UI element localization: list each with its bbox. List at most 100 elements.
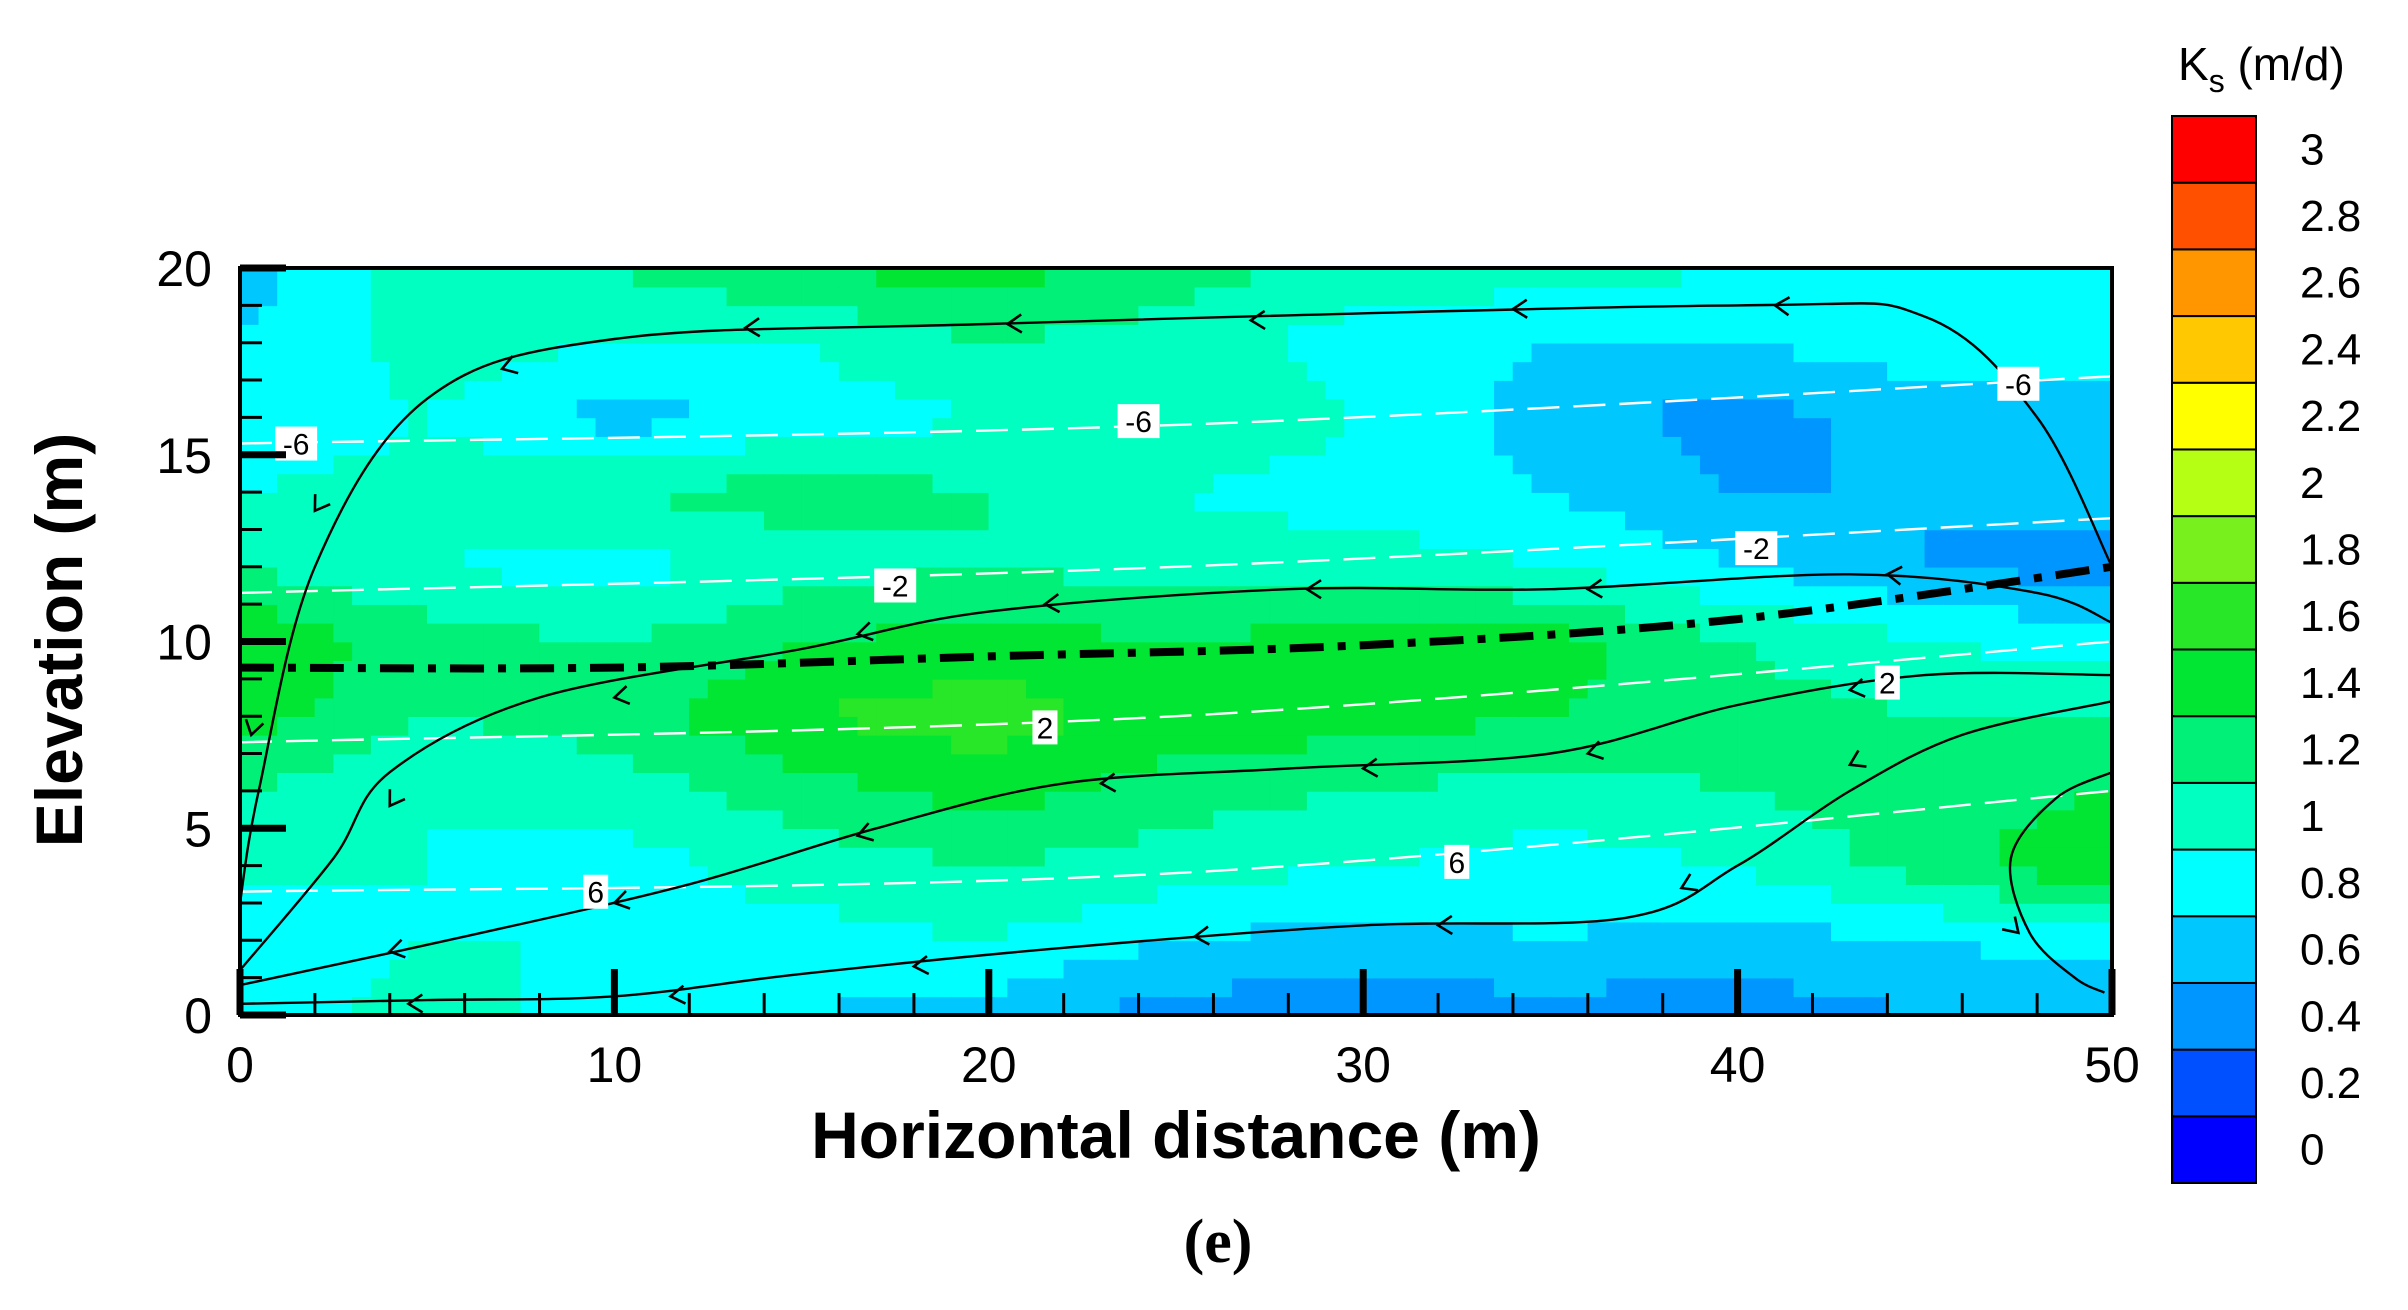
field-cell bbox=[1288, 547, 1308, 568]
field-cell bbox=[1812, 753, 1832, 774]
field-cell bbox=[1456, 379, 1477, 400]
field-cell bbox=[1194, 753, 1215, 774]
field-cell bbox=[707, 361, 728, 381]
field-cell bbox=[1437, 958, 1458, 979]
field-cell bbox=[1100, 268, 1121, 288]
field-cell bbox=[1812, 361, 1832, 381]
field-cell bbox=[501, 865, 522, 886]
field-cell bbox=[1999, 603, 2020, 624]
field-cell bbox=[408, 529, 429, 549]
colorbar-label: 1.2 bbox=[2300, 726, 2361, 775]
field-cell bbox=[670, 958, 691, 979]
field-cell bbox=[1288, 323, 1308, 344]
field-cell bbox=[763, 921, 784, 942]
field-cell bbox=[726, 585, 747, 605]
field-cell bbox=[670, 603, 691, 624]
field-cell bbox=[726, 529, 747, 549]
field-cell bbox=[1007, 547, 1028, 568]
field-cell bbox=[1943, 753, 1964, 774]
field-cell bbox=[576, 510, 597, 531]
field-cell bbox=[370, 547, 391, 568]
field-cell bbox=[745, 435, 765, 456]
field-cell bbox=[2036, 491, 2057, 512]
field-cell bbox=[427, 921, 447, 942]
field-cell bbox=[969, 435, 990, 456]
field-cell bbox=[1100, 734, 1121, 755]
field-cell bbox=[427, 716, 447, 736]
field-cell bbox=[1887, 510, 1907, 531]
field-cell bbox=[1849, 622, 1870, 643]
field-cell bbox=[1774, 716, 1795, 736]
field-cell bbox=[558, 268, 578, 288]
field-cell bbox=[1231, 902, 1252, 923]
field-cell bbox=[1007, 491, 1028, 512]
field-cell bbox=[295, 379, 316, 400]
field-cell bbox=[1138, 996, 1159, 1015]
field-cell bbox=[745, 809, 765, 830]
field-cell bbox=[352, 268, 372, 288]
field-cell bbox=[1100, 585, 1121, 605]
field-cell bbox=[1737, 809, 1758, 830]
field-cell bbox=[1587, 958, 1608, 979]
field-cell bbox=[1231, 958, 1252, 979]
field-cell bbox=[389, 510, 410, 531]
field-cell bbox=[1662, 473, 1683, 493]
field-cell bbox=[2055, 902, 2076, 923]
field-cell bbox=[520, 286, 541, 307]
field-cell bbox=[1943, 305, 1964, 325]
field-cell bbox=[820, 996, 840, 1015]
field-cell bbox=[1400, 361, 1421, 381]
field-cell bbox=[1924, 828, 1945, 848]
field-cell bbox=[464, 566, 485, 587]
field-cell bbox=[1213, 379, 1233, 400]
field-cell bbox=[1999, 977, 2020, 998]
field-cell bbox=[1737, 510, 1758, 531]
field-cell bbox=[427, 622, 447, 643]
field-cell bbox=[314, 454, 335, 475]
field-cell bbox=[1606, 435, 1627, 456]
field-cell bbox=[763, 547, 784, 568]
field-cell bbox=[1756, 772, 1776, 792]
field-cell bbox=[763, 379, 784, 400]
field-cell bbox=[1793, 473, 1814, 493]
field-cell bbox=[895, 342, 915, 363]
field-cell bbox=[389, 398, 410, 419]
field-cell bbox=[1082, 379, 1102, 400]
field-cell bbox=[951, 846, 971, 867]
field-cell bbox=[408, 977, 429, 998]
field-cell bbox=[352, 510, 372, 531]
field-cell bbox=[1475, 361, 1496, 381]
field-cell bbox=[1737, 435, 1758, 456]
field-cell bbox=[2055, 940, 2076, 960]
field-cell bbox=[1157, 846, 1177, 867]
field-cell bbox=[1943, 529, 1964, 549]
field-cell bbox=[1568, 547, 1589, 568]
field-cell bbox=[614, 753, 634, 774]
field-cell bbox=[1962, 996, 1982, 1015]
field-cell bbox=[1793, 884, 1814, 904]
field-cell bbox=[1344, 268, 1364, 288]
field-cell bbox=[670, 547, 691, 568]
field-cell bbox=[1756, 828, 1776, 848]
field-cell bbox=[558, 641, 578, 661]
field-cell bbox=[951, 921, 971, 942]
field-cell bbox=[1419, 361, 1439, 381]
field-cell bbox=[1269, 323, 1290, 344]
field-cell bbox=[1306, 510, 1327, 531]
field-cell bbox=[576, 379, 597, 400]
field-cell bbox=[614, 603, 634, 624]
field-cell bbox=[240, 379, 260, 400]
field-cell bbox=[857, 491, 878, 512]
field-cell bbox=[1026, 585, 1046, 605]
field-cell bbox=[932, 286, 953, 307]
field-cell bbox=[1082, 323, 1102, 344]
field-cell bbox=[651, 379, 672, 400]
field-cell bbox=[1887, 417, 1907, 437]
field-cell bbox=[1175, 958, 1196, 979]
head-contour-label: -6 bbox=[283, 429, 310, 462]
field-cell bbox=[2074, 809, 2095, 830]
field-cell bbox=[1082, 884, 1102, 904]
field-cell bbox=[1007, 529, 1028, 549]
field-cell bbox=[1568, 753, 1589, 774]
field-cell bbox=[951, 828, 971, 848]
